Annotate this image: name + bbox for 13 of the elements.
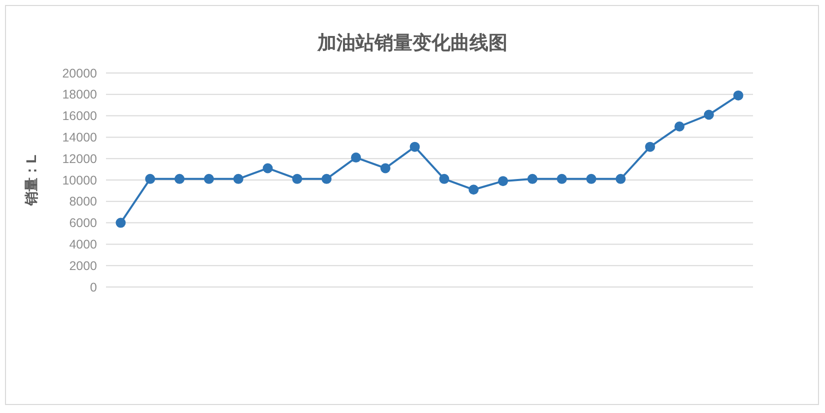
- y-tick-label: 6000: [69, 216, 97, 230]
- y-axis-title: 销量：L: [23, 154, 39, 206]
- y-tick-label: 10000: [62, 173, 97, 188]
- y-tick-label: 4000: [69, 238, 97, 252]
- y-tick-label: 18000: [62, 88, 97, 102]
- y-tick-label: 20000: [62, 66, 97, 80]
- title: 加油站销量变化曲线图: [318, 33, 508, 54]
- y-tick-label: 8000: [69, 194, 97, 209]
- y-tick-label: 0: [90, 280, 97, 294]
- y-tick-label: 2000: [69, 258, 97, 273]
- y-tick-label: 16000: [62, 109, 97, 124]
- y-tick-label: 14000: [62, 130, 97, 144]
- y-tick-label: 12000: [62, 152, 97, 166]
